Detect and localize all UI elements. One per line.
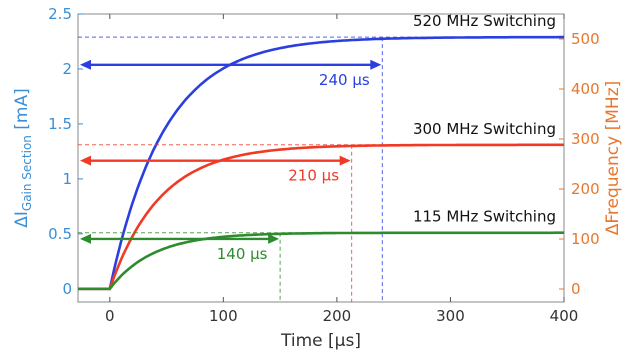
duration-arrowhead-right — [268, 233, 280, 244]
y-left-tick-label: 1.5 — [48, 115, 72, 133]
x-tick-label: 100 — [209, 307, 238, 325]
y-right-axis-title: ΔFrequency [MHz] — [603, 81, 623, 236]
series-line — [78, 231, 564, 291]
y-left-title-subscript: Gain Section — [20, 135, 34, 211]
x-axis-title: Time [μs] — [280, 331, 361, 351]
y-right-tick-label: 400 — [571, 80, 600, 98]
y-right-tick-label: 200 — [571, 180, 600, 198]
series-name-label: 520 MHz Switching — [413, 12, 556, 30]
y-right-tick-label: 500 — [571, 30, 600, 48]
y-left-title-delta: ΔI — [12, 211, 32, 228]
y-right-tick-label: 100 — [571, 230, 600, 248]
y-left-tick-label: 0 — [62, 280, 72, 298]
y-right-tick-label: 0 — [571, 280, 581, 298]
series-name-label: 300 MHz Switching — [413, 120, 556, 138]
duration-arrowhead-right — [370, 59, 382, 70]
y-left-tick-label: 2.5 — [48, 5, 72, 23]
x-axis-title-unit: [μs] — [328, 331, 361, 351]
duration-arrowhead-left — [80, 233, 91, 244]
y-left-title-unit: [mA] — [12, 88, 32, 135]
duration-arrowhead-left — [80, 59, 91, 70]
x-axis-title-main: Time — [280, 331, 328, 351]
y-left-axis-title: ΔIGain Section [mA] — [12, 88, 34, 228]
duration-label: 140 μs — [217, 245, 268, 263]
x-tick-label: 0 — [105, 307, 115, 325]
x-tick-label: 400 — [550, 307, 579, 325]
series-name-label: 115 MHz Switching — [413, 208, 556, 226]
series-line — [78, 143, 564, 291]
x-tick-label: 300 — [436, 307, 465, 325]
y-left-tick-label: 2 — [62, 60, 72, 78]
duration-arrowhead-right — [339, 155, 351, 166]
y-left-tick-label: 0.5 — [48, 225, 72, 243]
plot-frame — [77, 13, 565, 303]
y-right-tick-label: 300 — [571, 130, 600, 148]
duration-label: 240 μs — [319, 71, 370, 89]
y-left-tick-label: 1 — [62, 170, 72, 188]
duration-arrowhead-left — [80, 155, 91, 166]
duration-label: 210 μs — [288, 167, 339, 185]
series-line — [78, 35, 564, 291]
x-tick-label: 200 — [323, 307, 352, 325]
